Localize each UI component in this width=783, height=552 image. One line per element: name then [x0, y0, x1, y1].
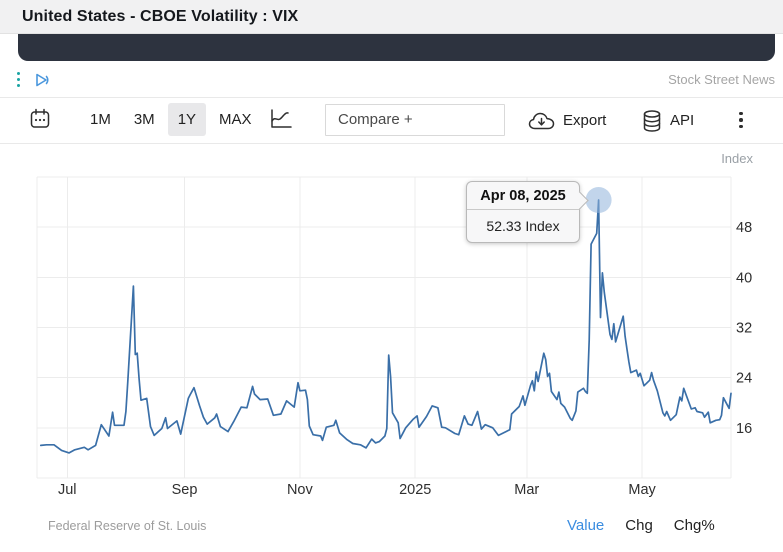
adchoices-icon[interactable] [33, 71, 51, 89]
export-button[interactable]: Export [528, 98, 606, 143]
calendar-button[interactable] [27, 107, 53, 133]
svg-text:May: May [628, 482, 656, 498]
overflow-menu-button[interactable] [733, 106, 749, 134]
svg-text:Mar: Mar [514, 482, 539, 498]
toolbar: 1M 3M 1Y MAX Compare + Export API [0, 97, 783, 144]
tooltip-date: Apr 08, 2025 [467, 182, 579, 210]
data-source-label: Federal Reserve of St. Louis [48, 519, 207, 533]
page-title: United States - CBOE Volatility : VIX [22, 8, 299, 25]
chart-tooltip: Apr 08, 2025 52.33 Index [466, 181, 589, 243]
range-button-3m[interactable]: 3M [124, 103, 165, 136]
range-button-max[interactable]: MAX [209, 103, 262, 136]
display-mode-selector: Value Chg Chg% [567, 517, 715, 534]
tooltip-value: 52.33 Index [486, 218, 560, 234]
export-label: Export [563, 112, 607, 129]
cloud-download-icon [528, 112, 555, 129]
kebab-icon [739, 111, 743, 116]
axis-unit-label: Index [721, 151, 753, 166]
svg-text:Sep: Sep [172, 482, 198, 498]
compare-input[interactable]: Compare + [325, 104, 505, 136]
vix-line-chart[interactable]: Jul Sep Nov 2025 Mar May 16 24 32 40 48 [0, 145, 783, 505]
svg-text:2025: 2025 [399, 482, 431, 498]
svg-text:32: 32 [736, 321, 752, 337]
mode-chgpct-button[interactable]: Chg% [673, 517, 715, 534]
api-label: API [670, 112, 695, 129]
attribution-label: Stock Street News [668, 72, 775, 87]
media-strip [18, 34, 775, 61]
database-icon [643, 109, 661, 132]
svg-text:40: 40 [736, 270, 752, 286]
mode-value-button[interactable]: Value [567, 517, 605, 534]
chart-type-button[interactable] [266, 106, 296, 134]
title-bar: United States - CBOE Volatility : VIX [0, 0, 783, 34]
ad-row: Stock Street News [0, 64, 783, 94]
calendar-icon [30, 108, 50, 128]
api-button[interactable]: API [642, 98, 694, 143]
svg-text:24: 24 [736, 371, 752, 387]
svg-text:Jul: Jul [58, 482, 77, 498]
range-button-1m[interactable]: 1M [80, 103, 121, 136]
svg-text:16: 16 [736, 421, 752, 437]
range-button-1y[interactable]: 1Y [167, 103, 207, 136]
svg-text:Nov: Nov [287, 482, 314, 498]
mode-chg-button[interactable]: Chg [625, 517, 653, 534]
line-chart-icon [271, 109, 292, 128]
svg-text:48: 48 [736, 220, 752, 236]
ad-options-kebab-icon[interactable] [17, 72, 21, 90]
range-selector: 1M 3M 1Y MAX [80, 103, 262, 136]
